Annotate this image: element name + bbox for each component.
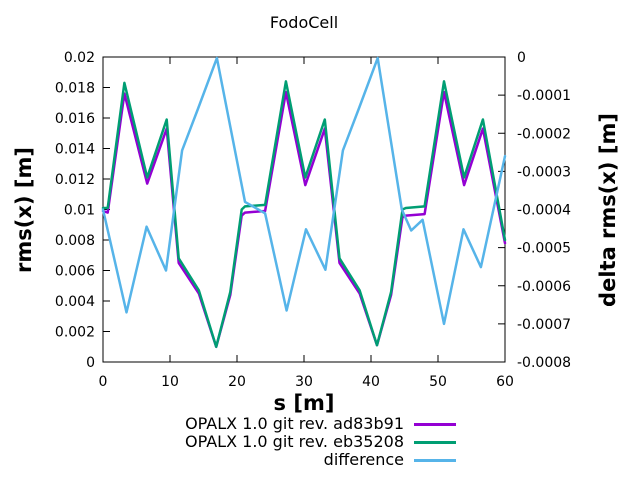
legend-row-difference: difference [324,451,456,469]
y-right-tick-label: -0.0001 [517,88,571,104]
legend-line-swatch-difference [414,458,456,462]
x-tick-label: 50 [429,374,447,390]
legend-label-opalx-eb35208: OPALX 1.0 git rev. eb35208 [185,432,404,451]
y-left-tick-label: 0.01 [64,203,95,219]
y-right-tick-label: -0.0008 [517,355,571,371]
series-line-opalx-eb35208 [101,80,507,349]
x-axis-label: s [m] [273,391,335,415]
x-tick-label: 20 [228,374,246,390]
legend-label-opalx-ad83b91: OPALX 1.0 git rev. ad83b91 [185,414,404,433]
x-tick-label: 30 [295,374,313,390]
y-left-tick-label: 0.012 [55,172,95,188]
y-left-tick-label: 0.016 [55,111,95,127]
y-left-tick-label: 0.004 [55,294,95,310]
legend-row-opalx-ad83b91: OPALX 1.0 git rev. ad83b91 [185,415,456,433]
y-left-tick-label: 0.014 [55,142,95,158]
y-left-tick-label: 0.018 [55,81,95,97]
legend-line-swatch-difference-eb35208 [414,440,456,444]
x-tick-label: 0 [99,374,108,390]
y-right-tick-label: 0 [517,50,526,66]
series-line-difference [101,56,507,326]
legend: OPALX 1.0 git rev. ad83b91 OPALX 1.0 git… [0,415,456,469]
y-right-tick-label: -0.0005 [517,241,571,257]
y-left-tick-label: 0.02 [64,50,95,66]
x-tick-label: 60 [496,374,514,390]
y-right-tick-label: -0.0002 [517,126,571,142]
legend-row-opalx-eb35208: OPALX 1.0 git rev. eb35208 [185,433,456,451]
y-right-tick-label: -0.0004 [517,203,571,219]
y-left-tick-label: 0.002 [55,325,95,341]
y-left-tick-label: 0.006 [55,264,95,280]
legend-label-difference: difference [323,450,404,469]
y-right-tick-label: -0.0003 [517,164,571,180]
x-tick-label: 40 [362,374,380,390]
chart-title: FodoCell [269,13,339,32]
y-left-tick-label: 0.008 [55,233,95,249]
legend-line-swatch-opalx-ad83b91 [414,422,456,426]
y-right-tick-label: -0.0007 [517,317,571,333]
y-right-tick-label: -0.0006 [517,279,571,295]
y-left-tick-label: 0 [86,355,95,371]
x-tick-label: 10 [161,374,179,390]
